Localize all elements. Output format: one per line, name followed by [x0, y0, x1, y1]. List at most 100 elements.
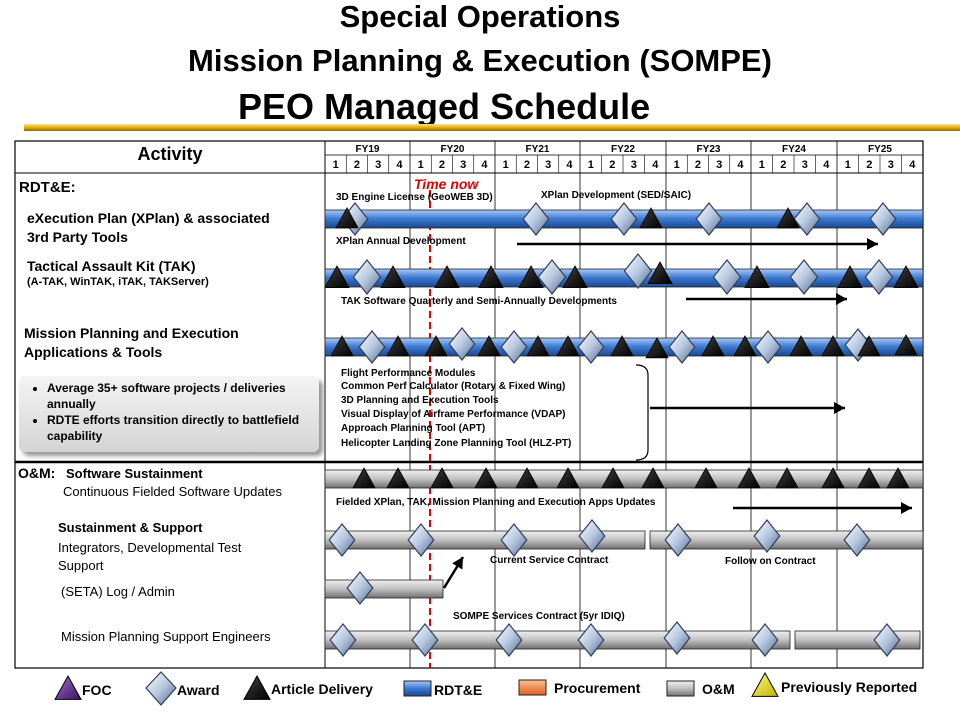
activity-mpe-line2: Applications & Tools [24, 344, 163, 360]
legend [54, 671, 779, 706]
fielded-updates-arrow-head [901, 502, 912, 514]
summary-bullets: Average 35+ software projects / deliveri… [19, 376, 319, 452]
quarter-label: 3 [716, 159, 722, 171]
award-diamond [500, 330, 528, 364]
activity-mpe-line1: Mission Planning and Execution [24, 325, 239, 341]
article-delivery-triangle [775, 467, 799, 489]
legend-procurement-label: Procurement [554, 680, 641, 696]
quarter-label: 3 [802, 159, 808, 171]
award-diamond [537, 259, 567, 295]
quarter-label: 4 [737, 159, 744, 171]
quarter-label: 1 [588, 159, 594, 171]
quarter-label: 4 [823, 159, 830, 171]
article-delivery-triangle [434, 265, 460, 289]
article-delivery-triangle [645, 337, 669, 359]
activity-sustainment-line1: Sustainment & Support [58, 520, 203, 535]
quarter-label: 3 [375, 159, 381, 171]
section-rdte: RDT&E: [19, 179, 76, 196]
article-delivery-triangle [701, 335, 725, 357]
fiscal-year-label: FY22 [611, 144, 635, 155]
sompe-services-followon-bar [794, 630, 921, 650]
xplan-annual-arrow-head [867, 238, 878, 250]
article-delivery-triangle [776, 207, 800, 229]
mpe-tools-arrow-head [834, 402, 845, 414]
award-diamond [578, 519, 606, 553]
award-diamond [751, 623, 779, 657]
quarter-label: 2 [439, 159, 445, 171]
legend-rdte-symbol [403, 680, 432, 697]
article-delivery-triangle [744, 265, 770, 289]
award-diamond [407, 523, 435, 557]
article-delivery-triangle [477, 335, 501, 357]
fiscal-year-label: FY20 [441, 144, 465, 155]
award-diamond [448, 327, 476, 361]
fiscal-year-label: FY19 [356, 144, 380, 155]
fiscal-year-label: FY23 [697, 144, 721, 155]
quarter-label: 4 [481, 159, 488, 171]
activity-mpse: Mission Planning Support Engineers [61, 629, 271, 644]
award-diamond [352, 259, 382, 295]
annotation-mpe-list-4: Visual Display of Airframe Performance (… [341, 409, 566, 420]
quarter-label: 2 [780, 159, 786, 171]
award-diamond [843, 523, 871, 557]
award-diamond [664, 523, 692, 557]
annotation-xplan-development: XPlan Development (SED/SAIC) [541, 190, 692, 201]
article-delivery-triangle [886, 467, 910, 489]
article-delivery-triangle [380, 265, 406, 289]
schedule-arrows [442, 238, 912, 589]
award-diamond [668, 330, 696, 364]
award-diamond [610, 202, 638, 236]
section-om-subtitle: Software Sustainment [66, 466, 203, 481]
article-delivery-triangle [733, 335, 757, 357]
award-diamond [495, 623, 523, 657]
award-diamond [873, 623, 901, 657]
article-delivery-triangle [386, 467, 410, 489]
activity-sustainment-line2: Integrators, Developmental Test [58, 540, 242, 555]
annotation-sompe-services: SOMPE Services Contract (5yr IDIQ) [453, 611, 625, 622]
article-delivery-triangle [821, 335, 845, 357]
legend-previously-reported-label: Previously Reported [781, 679, 918, 695]
article-delivery-triangle [894, 334, 918, 356]
activity-seta: (SETA) Log / Admin [61, 584, 175, 599]
award-diamond [623, 253, 653, 289]
current-service-contract-bar [324, 530, 646, 550]
article-delivery-triangle [478, 265, 504, 289]
award-diamond [328, 523, 356, 557]
tak-development-arrow-head [836, 293, 847, 305]
grid-frame [14, 140, 924, 669]
article-delivery-triangle [893, 265, 919, 289]
legend-rdte-label: RDT&E [434, 682, 483, 698]
award-diamond [753, 519, 781, 553]
quarter-label: 2 [354, 159, 360, 171]
activity-tak-line1: Tactical Assault Kit (TAK) [27, 258, 196, 274]
article-delivery-triangle [424, 335, 448, 357]
article-delivery-triangle [821, 467, 845, 489]
article-delivery-triangle [526, 335, 550, 357]
quarter-label: 1 [333, 159, 339, 171]
annotation-fielded-updates: Fielded XPlan, TAK, Mission Planning and… [336, 497, 656, 508]
activity-xplan-line1: eXecution Plan (XPlan) & associated [27, 210, 270, 226]
award-diamond [577, 623, 605, 657]
article-delivery-triangle [694, 467, 718, 489]
legend-foc-symbol [54, 674, 82, 700]
tak-rdte-bar [324, 268, 924, 288]
annotation-follow-on-contract: Follow on Contract [725, 556, 816, 567]
award-diamond [346, 571, 374, 605]
award-diamond [358, 330, 386, 364]
quarter-label: 1 [845, 159, 851, 171]
award-diamond [329, 623, 357, 657]
time-now-label: Time now [414, 176, 479, 192]
annotation-mpe-list-5: Approach Planning Tool (APT) [341, 423, 486, 434]
legend-om-label: O&M [702, 681, 735, 697]
annotation-engine-license: 3D Engine License (GeoWEB 3D) [336, 192, 493, 203]
award-diamond [789, 259, 819, 295]
award-diamond [577, 330, 605, 364]
legend-procurement-symbol [518, 679, 547, 696]
legend-previously-reported-symbol [751, 671, 779, 697]
article-delivery-triangle [857, 335, 881, 357]
quarter-label: 3 [545, 159, 551, 171]
article-delivery-triangle [352, 467, 376, 489]
activity-xplan-line2: 3rd Party Tools [27, 229, 128, 245]
article-delivery-triangle [737, 467, 761, 489]
annotation-current-contract: Current Service Contract [490, 555, 609, 566]
